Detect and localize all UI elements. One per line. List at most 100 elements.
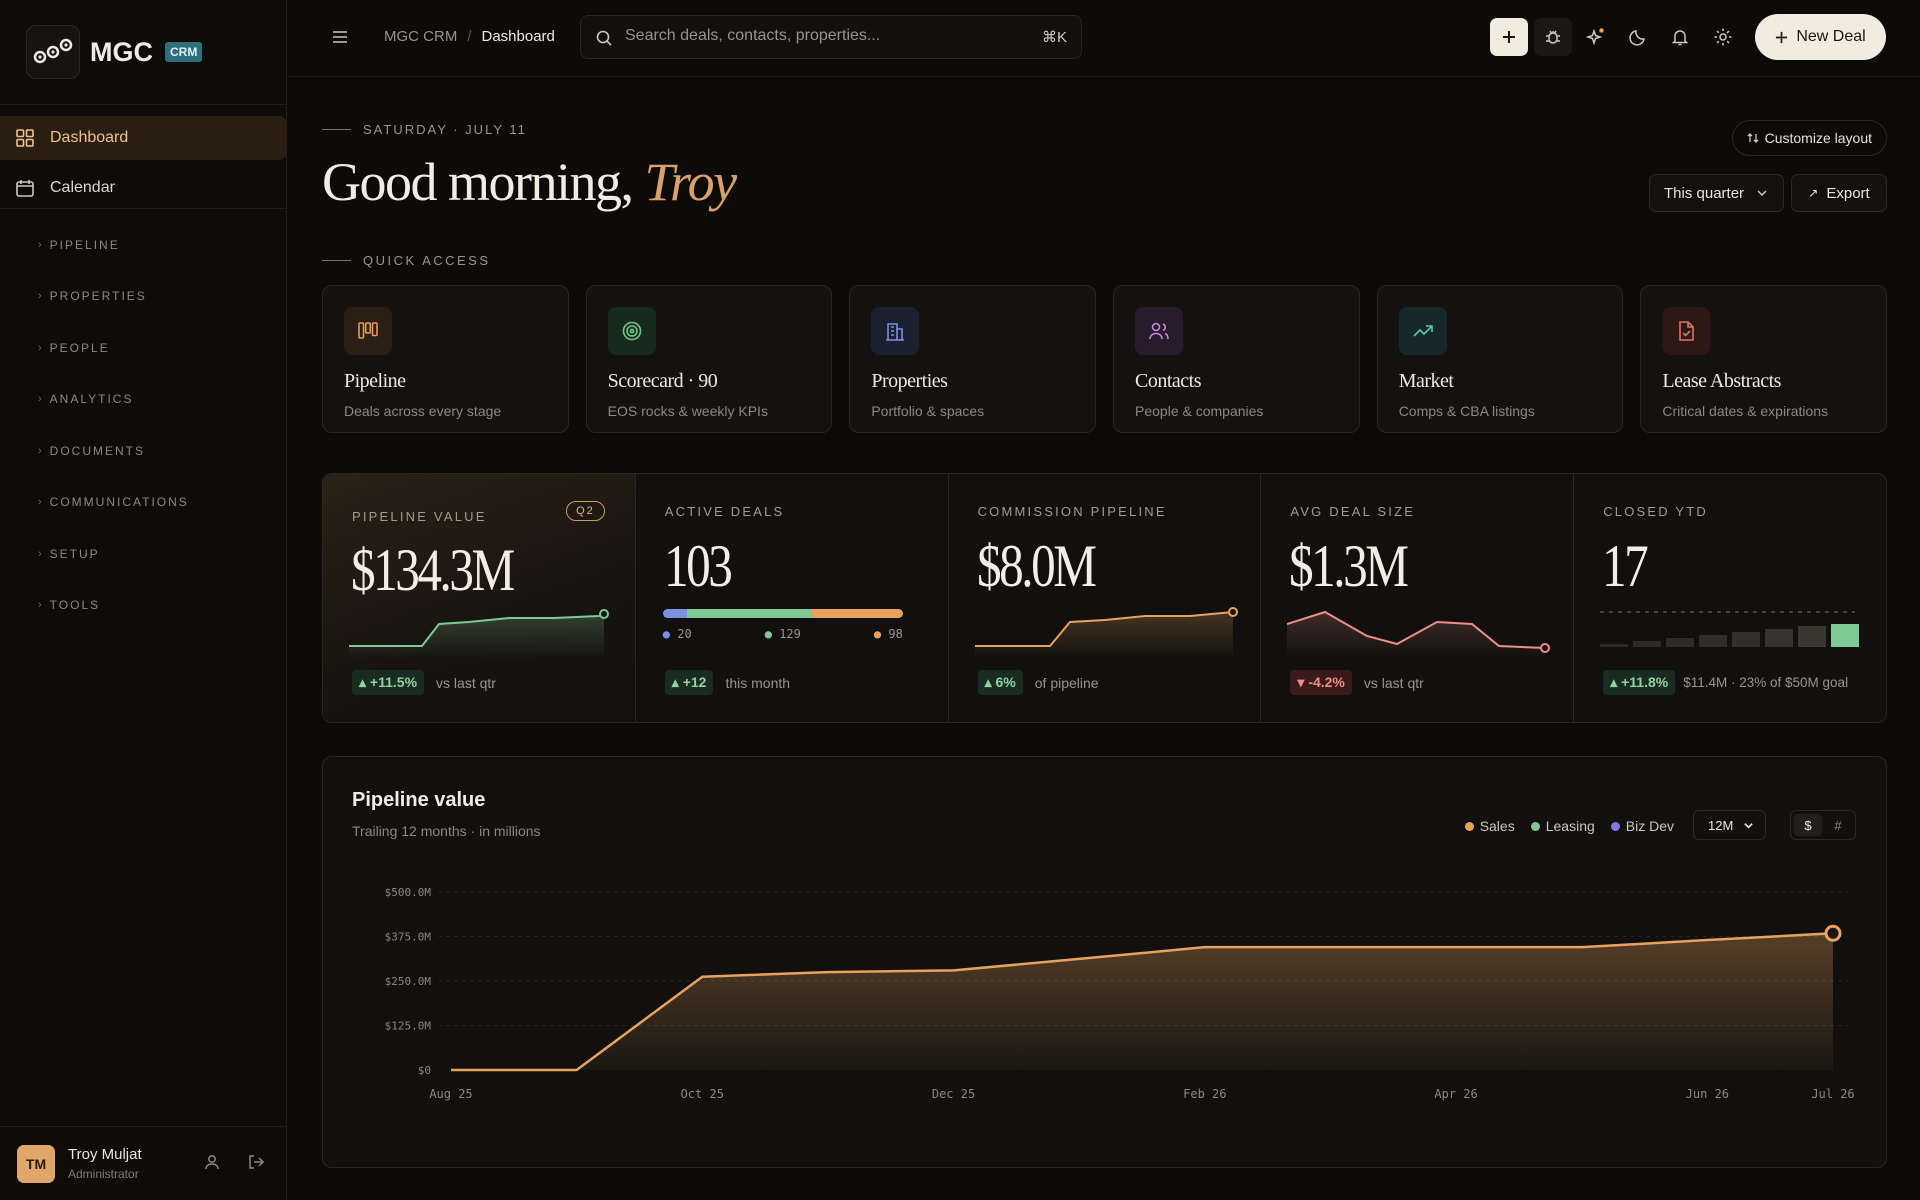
avatar[interactable]: TM bbox=[17, 1144, 55, 1183]
quick-access-heading: QUICK ACCESS bbox=[322, 253, 491, 268]
sidebar-section-communications[interactable]: › COMMUNICATIONS bbox=[0, 477, 286, 529]
settings-button[interactable] bbox=[1704, 18, 1742, 56]
kpi-sparkline bbox=[349, 609, 609, 659]
quick-access-scorecard[interactable]: Scorecard · 90 EOS rocks & weekly KPIs bbox=[585, 285, 833, 433]
x-tick-label: Aug 25 bbox=[429, 1087, 472, 1101]
customize-label: Customize layout bbox=[1764, 130, 1872, 146]
chart-subtitle: Trailing 12 months · in millions bbox=[352, 823, 541, 839]
section-label: ANALYTICS bbox=[49, 392, 134, 407]
quick-access-subtitle: Portfolio & spaces bbox=[871, 403, 985, 419]
stage-count-value: 98 bbox=[888, 627, 903, 641]
sidebar-item-label: Calendar bbox=[50, 179, 115, 196]
kpi-note: this month bbox=[725, 674, 791, 691]
kpi-footer: ▴ +12 this month bbox=[664, 670, 791, 695]
kpi-avg-deal-size[interactable]: AVG DEAL SIZE $1.3M ▾ -4.2% vs last qtr bbox=[1261, 474, 1575, 722]
moon-icon bbox=[1629, 30, 1645, 46]
sidebar-item-dashboard[interactable]: Dashboard bbox=[0, 116, 287, 160]
toggle-dollar[interactable]: $ bbox=[1794, 814, 1822, 836]
quick-access-subtitle: People & companies bbox=[1135, 403, 1264, 419]
search-box[interactable]: ⌘K bbox=[580, 15, 1082, 59]
range-select[interactable]: 12M bbox=[1693, 810, 1766, 840]
kpi-value: 103 bbox=[663, 533, 733, 599]
section-label: PIPELINE bbox=[49, 237, 120, 252]
sidebar-item-label: Dashboard bbox=[50, 129, 129, 146]
divider bbox=[322, 260, 351, 261]
user-name: Troy Muljat bbox=[68, 1146, 142, 1163]
kpi-footer: ▴ 6% of pipeline bbox=[977, 670, 1099, 695]
quick-access-lease-abstracts[interactable]: Lease Abstracts Critical dates & expirat… bbox=[1640, 285, 1888, 433]
legend-item-leasing[interactable]: Leasing bbox=[1530, 818, 1595, 834]
quick-access-contacts[interactable]: Contacts People & companies bbox=[1113, 285, 1360, 433]
breadcrumb-root[interactable]: MGC CRM bbox=[384, 28, 458, 45]
new-deal-button[interactable]: New Deal bbox=[1755, 14, 1886, 60]
range-label: 12M bbox=[1708, 817, 1734, 833]
chevron-right-icon: › bbox=[38, 341, 42, 354]
users-icon bbox=[1135, 307, 1184, 355]
toggle-count[interactable]: # bbox=[1834, 817, 1842, 833]
search-input[interactable] bbox=[625, 27, 1025, 45]
legend-item-biz-dev[interactable]: Biz Dev bbox=[1610, 818, 1674, 834]
quick-access-properties[interactable]: Properties Portfolio & spaces bbox=[849, 285, 1097, 433]
theme-toggle-button[interactable] bbox=[1619, 18, 1657, 56]
pipeline-area-chart: $500.0M $375.0M $250.0M $125.0M $0 Aug 25 Oct … bbox=[385, 886, 1855, 1101]
export-button[interactable]: ↗ Export bbox=[1791, 174, 1887, 212]
quick-access-title: QUICK ACCESS bbox=[363, 253, 491, 268]
kpi-delta: ▴ +12 bbox=[664, 670, 714, 695]
quick-access-market[interactable]: Market Comps & CBA listings bbox=[1376, 285, 1624, 433]
customize-layout-button[interactable]: Customize layout bbox=[1731, 120, 1887, 156]
chevron-right-icon: › bbox=[38, 290, 42, 303]
topbar: MGC CRM / Dashboard ⌘K New Deal bbox=[288, 0, 1920, 77]
sidebar-section-tools[interactable]: › TOOLS bbox=[0, 580, 286, 632]
user-actions bbox=[203, 1153, 265, 1171]
search-icon bbox=[596, 30, 612, 46]
chevron-right-icon: › bbox=[38, 547, 42, 560]
bug-report-button[interactable] bbox=[1534, 18, 1572, 56]
kpi-pipeline-value[interactable]: PIPELINE VALUE Q2 $134.3M ▴ +11.5% vs las… bbox=[323, 474, 636, 722]
sidebar-section-documents[interactable]: › DOCUMENTS bbox=[0, 425, 286, 477]
logo-icon[interactable] bbox=[26, 25, 80, 79]
chevron-right-icon: › bbox=[38, 599, 42, 612]
new-deal-label: New Deal bbox=[1796, 28, 1866, 45]
sidebar-section-people[interactable]: › PEOPLE bbox=[0, 322, 286, 374]
sparkle-icon bbox=[1586, 28, 1604, 46]
delta-text: +11.5% bbox=[369, 674, 418, 690]
sidebar-section-setup[interactable]: › SETUP bbox=[0, 528, 286, 580]
x-tick-label: Jun 26 bbox=[1686, 1087, 1729, 1101]
stage-bar bbox=[662, 609, 903, 618]
sidebar-item-calendar[interactable]: Calendar bbox=[0, 166, 286, 210]
sidebar-section-pipeline[interactable]: › PIPELINE bbox=[0, 219, 286, 271]
kpi-footer: ▾ -4.2% vs last qtr bbox=[1290, 670, 1424, 695]
kpi-commission-pipeline[interactable]: COMMISSION PIPELINE $8.0M ▴ 6% of pipelin… bbox=[949, 474, 1262, 722]
building-icon bbox=[871, 307, 920, 355]
kpi-active-deals[interactable]: ACTIVE DEALS 103 ● 20 ● 129 ● 98 ▴ +12 th… bbox=[636, 474, 949, 722]
ai-assist-button[interactable] bbox=[1577, 18, 1615, 56]
menu-icon[interactable] bbox=[331, 28, 349, 46]
quick-access-pipeline[interactable]: Pipeline Deals across every stage bbox=[322, 285, 569, 433]
legend-item-sales[interactable]: Sales bbox=[1464, 818, 1515, 834]
chevron-right-icon: › bbox=[38, 496, 42, 509]
kpi-label: COMMISSION PIPELINE bbox=[977, 504, 1167, 519]
gear-icon bbox=[1714, 28, 1732, 46]
kpi-closed-ytd[interactable]: CLOSED YTD 17 ▴ +11.8% $11.4M · 23% of $5… bbox=[1574, 474, 1886, 722]
kpi-delta: ▴ +11.5% bbox=[352, 670, 425, 695]
logout-icon[interactable] bbox=[247, 1153, 265, 1171]
quick-add-button[interactable] bbox=[1490, 18, 1528, 56]
delta-text: +12 bbox=[682, 674, 707, 690]
user-panel: TM Troy Muljat Administrator bbox=[0, 1126, 287, 1200]
quick-access-grid: Pipeline Deals across every stage Scorec… bbox=[322, 285, 1888, 433]
series-line-sales bbox=[451, 932, 1834, 1072]
chevron-right-icon: › bbox=[38, 393, 42, 406]
sidebar-section-properties[interactable]: › PROPERTIES bbox=[0, 271, 286, 323]
legend-dot bbox=[1464, 822, 1474, 831]
delta-text: +11.8% bbox=[1621, 674, 1669, 690]
x-tick-label: Feb 26 bbox=[1183, 1087, 1226, 1101]
kpi-value: $134.3M bbox=[351, 537, 515, 603]
period-select[interactable]: This quarter bbox=[1649, 174, 1784, 212]
notifications-button[interactable] bbox=[1661, 18, 1699, 56]
chevron-right-icon: › bbox=[38, 444, 42, 457]
delta-text: 6% bbox=[995, 674, 1016, 690]
user-info: Troy Muljat Administrator bbox=[68, 1146, 142, 1181]
profile-icon[interactable] bbox=[203, 1153, 221, 1171]
divider bbox=[322, 129, 351, 130]
sidebar-section-analytics[interactable]: › ANALYTICS bbox=[0, 374, 286, 426]
